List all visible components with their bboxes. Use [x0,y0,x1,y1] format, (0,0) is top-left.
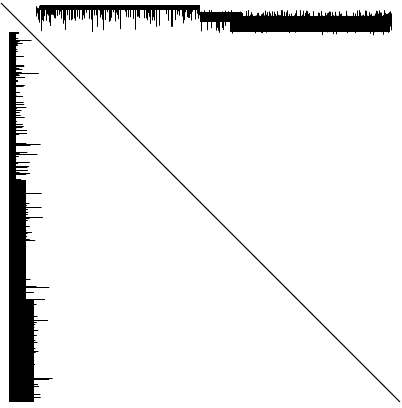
left-band [8,32,53,402]
upper-band [36,5,392,36]
